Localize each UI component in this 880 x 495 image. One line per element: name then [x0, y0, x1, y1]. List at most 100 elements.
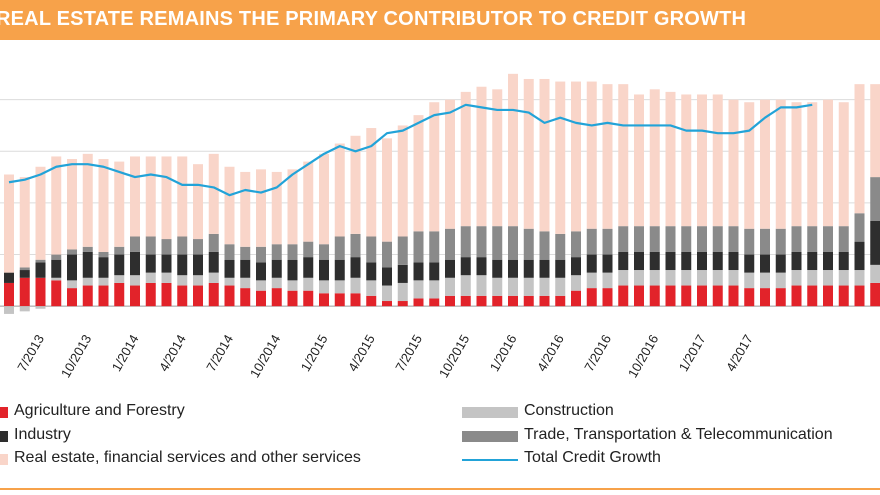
bar-trade-48 — [760, 228, 770, 255]
bar-trade-36 — [571, 231, 581, 258]
bar-construction-27 — [429, 280, 440, 299]
bar-agriculture-8 — [130, 285, 140, 307]
bar-trade-38 — [602, 228, 613, 255]
bar-construction-55 — [870, 264, 880, 283]
bar-trade-15 — [240, 246, 251, 260]
bar-agriculture-41 — [649, 285, 660, 307]
bar-construction-19 — [303, 277, 314, 291]
bar-trade-12 — [193, 239, 203, 255]
bar-real_estate-7 — [114, 161, 125, 247]
bar-real_estate-12 — [193, 164, 203, 240]
bar-real_estate-24 — [382, 138, 392, 242]
bar-construction-47 — [744, 272, 755, 289]
bar-construction-32 — [508, 277, 518, 296]
bar-trade-22 — [350, 233, 361, 258]
legend-label-industry: Industry — [14, 426, 71, 443]
bar-agriculture-6 — [98, 285, 109, 307]
bar-construction-31 — [492, 277, 503, 296]
bar-agriculture-4 — [67, 288, 77, 307]
bar-agriculture-55 — [870, 282, 880, 307]
bar-real_estate-44 — [697, 94, 707, 227]
bar-construction-8 — [130, 275, 140, 286]
bar-agriculture-37 — [586, 288, 597, 307]
chart-title: REAL ESTATE REMAINS THE PRIMARY CONTRIBU… — [0, 8, 747, 30]
bar-industry-31 — [492, 259, 503, 278]
bar-agriculture-10 — [161, 282, 172, 307]
bar-trade-3 — [51, 254, 62, 260]
bar-industry-4 — [67, 254, 77, 281]
bar-real_estate-25 — [397, 125, 408, 237]
bar-trade-51 — [807, 226, 818, 252]
bar-real_estate-35 — [555, 81, 566, 234]
bar-agriculture-34 — [539, 295, 550, 307]
bar-industry-33 — [523, 259, 534, 278]
bar-real_estate-22 — [350, 135, 361, 234]
bar-construction-28 — [445, 277, 455, 296]
bar-construction-21 — [334, 280, 345, 294]
bar-industry-10 — [161, 254, 172, 273]
bar-construction-42 — [665, 270, 676, 286]
bar-construction-30 — [476, 275, 487, 296]
bar-real_estate-4 — [67, 159, 77, 250]
bar-trade-46 — [728, 226, 739, 252]
bar-real_estate-50 — [791, 102, 802, 227]
bar-agriculture-30 — [476, 295, 487, 307]
x-tick-label-7: 4/2015 — [345, 332, 378, 374]
bar-industry-13 — [208, 251, 219, 273]
bar-industry-27 — [429, 262, 440, 281]
bar-construction-48 — [760, 272, 770, 289]
bar-trade-33 — [523, 228, 534, 260]
bar-real_estate-9 — [145, 156, 156, 237]
x-tick-label-1: 10/2013 — [58, 332, 94, 380]
bar-industry-8 — [130, 251, 140, 276]
bar-real_estate-37 — [586, 81, 597, 229]
bar-agriculture-32 — [508, 295, 518, 307]
bar-industry-34 — [539, 259, 550, 278]
bar-construction-9 — [145, 272, 156, 283]
bar-industry-38 — [602, 254, 613, 273]
bar-construction-1 — [19, 306, 30, 312]
bar-construction-50 — [791, 270, 802, 286]
bar-trade-24 — [382, 241, 392, 268]
bar-real_estate-23 — [366, 128, 377, 237]
bar-real_estate-8 — [130, 156, 140, 237]
bar-trade-41 — [649, 226, 660, 252]
bar-construction-43 — [681, 270, 692, 286]
bar-real_estate-14 — [224, 166, 235, 245]
bar-industry-49 — [775, 254, 786, 273]
bar-industry-47 — [744, 254, 755, 273]
bar-industry-22 — [350, 257, 361, 278]
legend-swatch-construction — [462, 407, 518, 418]
bar-construction-54 — [854, 270, 865, 286]
bar-agriculture-50 — [791, 285, 802, 307]
bar-trade-32 — [508, 226, 518, 260]
bar-construction-23 — [366, 280, 377, 296]
bar-industry-21 — [334, 259, 345, 281]
bar-industry-30 — [476, 257, 487, 276]
bar-construction-37 — [586, 272, 597, 289]
bar-real_estate-0 — [4, 174, 14, 273]
series-line-total — [8, 103, 813, 197]
bar-agriculture-33 — [523, 295, 534, 307]
x-tick-label-14: 1/2017 — [676, 332, 709, 374]
legend-swatch-agriculture — [0, 407, 8, 418]
bar-agriculture-43 — [681, 285, 692, 307]
bar-construction-10 — [161, 272, 172, 283]
bar-real_estate-47 — [744, 102, 755, 229]
bar-agriculture-13 — [208, 282, 219, 307]
bar-industry-41 — [649, 251, 660, 271]
bar-agriculture-9 — [145, 282, 156, 307]
bar-industry-28 — [445, 259, 455, 278]
x-tick-label-5: 10/2014 — [247, 332, 283, 380]
bar-construction-20 — [319, 280, 329, 294]
bar-trade-29 — [460, 226, 471, 258]
bar-construction-49 — [775, 272, 786, 289]
bar-real_estate-19 — [303, 161, 314, 242]
bar-real_estate-53 — [838, 102, 849, 227]
bar-real_estate-34 — [539, 78, 550, 232]
bar-real_estate-17 — [271, 171, 282, 245]
bar-real_estate-30 — [476, 86, 487, 227]
bar-construction-11 — [177, 275, 188, 286]
bar-agriculture-52 — [823, 285, 833, 307]
bar-construction-40 — [634, 270, 644, 286]
